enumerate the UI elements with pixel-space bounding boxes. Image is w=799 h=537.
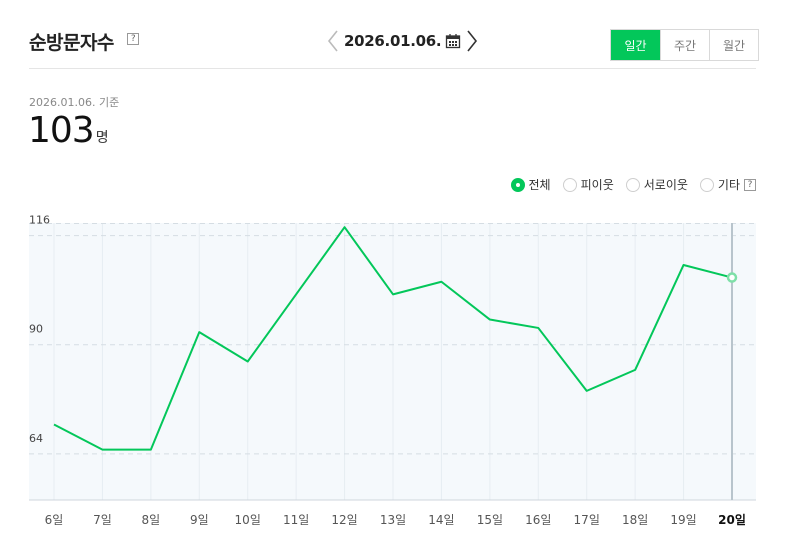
filter-all[interactable]: 전체 (510, 176, 551, 193)
next-date-button[interactable] (463, 28, 481, 54)
tab-weekly[interactable]: 주간 (660, 30, 709, 60)
x-tick-label: 11일 (283, 513, 309, 527)
visitor-count: 103 명 (28, 110, 109, 151)
x-tick-label: 19일 (670, 513, 696, 527)
header-divider (29, 68, 756, 69)
filter-help-icon[interactable]: ? (744, 178, 756, 191)
visitor-count-value: 103 (28, 110, 95, 151)
y-tick-label: 116 (29, 214, 50, 227)
chevron-right-icon (467, 30, 478, 52)
x-tick-label: 14일 (428, 513, 454, 527)
filter-label: 서로이웃 (643, 178, 688, 192)
title-help-icon[interactable]: ? (127, 33, 139, 45)
filter-label: 기타 (717, 178, 740, 192)
x-tick-label: 13일 (380, 513, 406, 527)
radio-checked-icon (510, 177, 525, 192)
filter-mutual-neighbor[interactable]: 서로이웃 (625, 176, 688, 193)
x-tick-label: 8일 (142, 513, 161, 527)
current-date: 2026.01.06. (344, 32, 442, 50)
x-tick-label: 7일 (93, 513, 112, 527)
radio-unchecked-icon (625, 177, 640, 192)
x-tick-label: 10일 (235, 513, 261, 527)
radio-unchecked-icon (699, 177, 714, 192)
filter-other[interactable]: 기타? (699, 176, 756, 193)
x-tick-label: 17일 (574, 513, 600, 527)
x-tick-label: 12일 (331, 513, 357, 527)
y-tick-label: 90 (29, 323, 43, 336)
x-tick-label: 18일 (622, 513, 648, 527)
chevron-left-icon (327, 30, 338, 52)
tab-monthly[interactable]: 월간 (709, 30, 758, 60)
date-navigator: 2026.01.06. (324, 28, 481, 54)
series-line (53, 226, 733, 451)
period-tabs: 일간 주간 월간 (610, 29, 759, 61)
basis-date: 2026.01.06. 기준 (29, 96, 120, 109)
filter-neighbor[interactable]: 피이웃 (562, 176, 614, 193)
x-tick-label: 16일 (525, 513, 551, 527)
title-text: 순방문자수 (29, 32, 114, 54)
selected-data-point (726, 272, 738, 283)
filter-label: 전체 (528, 178, 551, 192)
prev-date-button[interactable] (324, 28, 342, 54)
visitor-count-unit: 명 (95, 130, 109, 146)
filter-label: 피이웃 (580, 178, 614, 192)
calendar-icon[interactable] (445, 33, 461, 49)
y-tick-label: 64 (29, 432, 43, 445)
tab-daily[interactable]: 일간 (611, 30, 660, 60)
radio-unchecked-icon (562, 177, 577, 192)
x-tick-label: 15일 (477, 513, 503, 527)
x-tick-label: 20일 (718, 513, 746, 527)
page-title: 순방문자수 ? (29, 28, 139, 55)
visitor-filter: 전체 피이웃 서로이웃 기타? (510, 176, 756, 193)
x-tick-label: 9일 (190, 513, 209, 527)
x-tick-label: 6일 (45, 513, 64, 527)
